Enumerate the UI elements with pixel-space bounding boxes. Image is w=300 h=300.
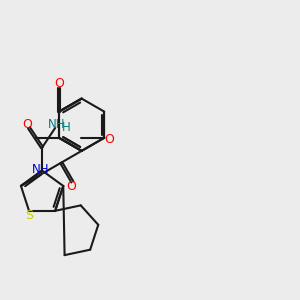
- Text: O: O: [22, 118, 32, 130]
- Text: O: O: [54, 77, 64, 90]
- Text: O: O: [66, 180, 76, 193]
- Text: S: S: [25, 209, 33, 222]
- Text: NH: NH: [48, 118, 65, 130]
- Text: H: H: [62, 121, 71, 134]
- Text: NH: NH: [32, 163, 50, 176]
- Text: O: O: [104, 133, 114, 146]
